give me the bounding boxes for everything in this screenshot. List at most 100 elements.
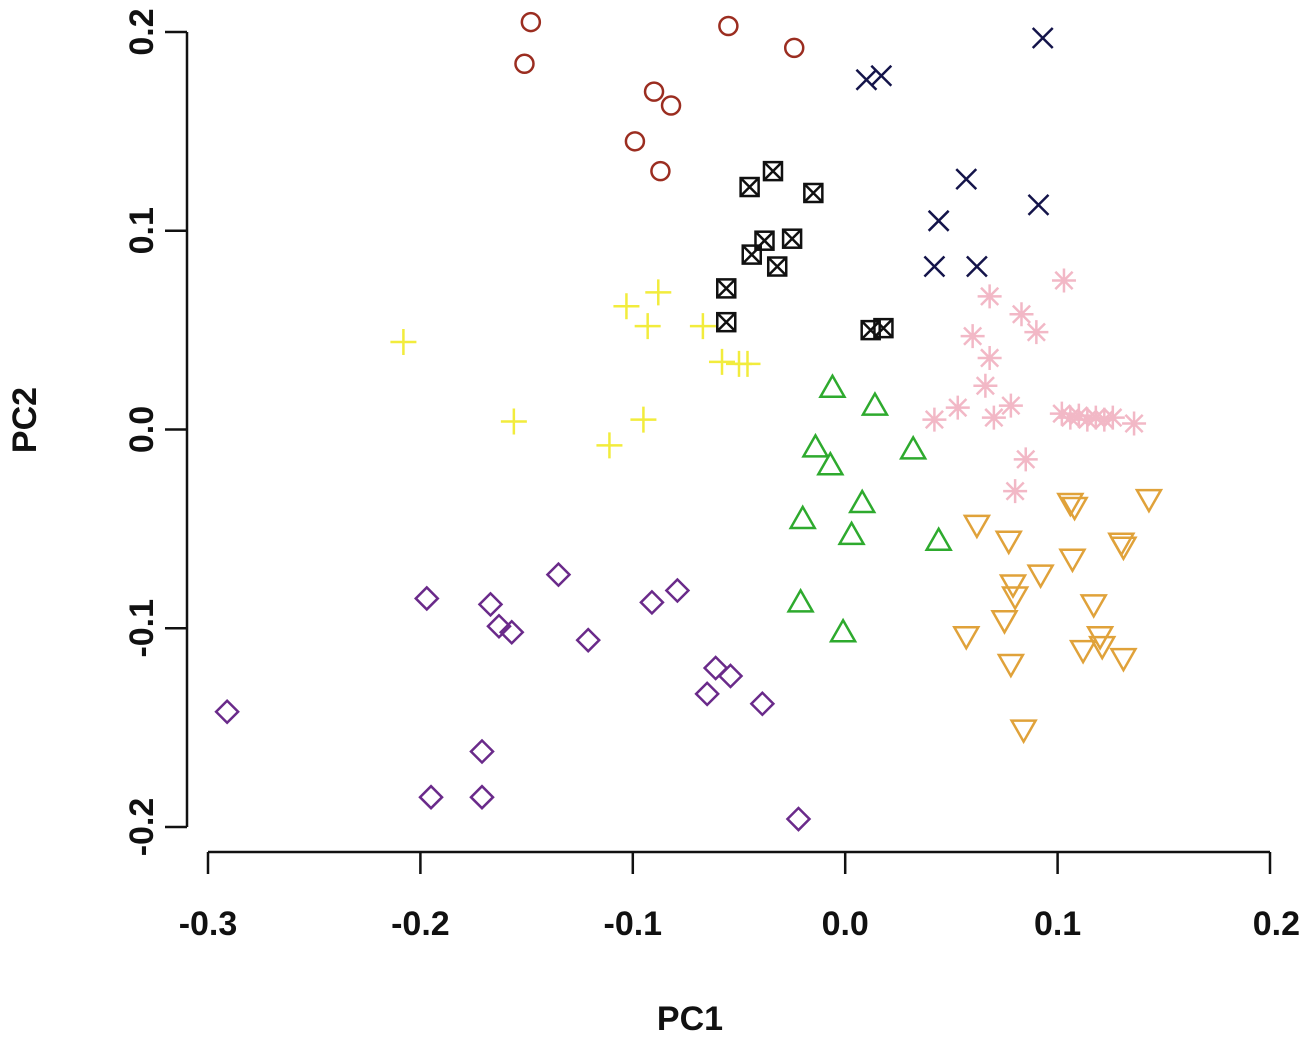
x-axis-label: PC1 [657, 1000, 723, 1038]
data-point [477, 591, 504, 618]
series-triangle-down [952, 488, 1164, 745]
data-point [1122, 411, 1147, 436]
data-point [1058, 548, 1087, 574]
data-point [575, 627, 601, 653]
series-boxx [716, 160, 894, 341]
data-point [214, 698, 240, 725]
data-point [1009, 719, 1038, 745]
data-point [966, 255, 988, 278]
data-point [899, 434, 928, 460]
data-point [1109, 647, 1138, 673]
data-point [1027, 194, 1050, 216]
data-point [1109, 536, 1138, 562]
data-point [1083, 405, 1108, 430]
data-points [214, 11, 1164, 832]
data-point [749, 691, 776, 717]
data-point [945, 395, 970, 420]
data-point [664, 577, 691, 604]
data-point [1009, 302, 1034, 327]
x-tick-label: 0.0 [822, 905, 869, 943]
y-axis: -0.2 -0.1 0.0 0.1 0.2 [123, 8, 189, 856]
x-tick-label: -0.3 [179, 905, 238, 943]
data-point [709, 348, 736, 375]
data-point [922, 407, 947, 432]
data-point [952, 625, 981, 651]
y-axis-label: PC2 [6, 387, 44, 453]
data-point [924, 526, 953, 552]
data-point [1031, 27, 1054, 49]
data-point [1060, 496, 1089, 522]
data-point [1066, 403, 1091, 428]
data-point [837, 520, 866, 546]
data-point [1026, 564, 1055, 590]
data-point [469, 784, 495, 810]
data-point [816, 450, 845, 476]
data-point [801, 432, 830, 458]
data-point [645, 279, 672, 306]
data-point [998, 574, 1028, 600]
data-point [650, 160, 671, 182]
data-point [762, 160, 784, 182]
y-tick-label: 0.1 [123, 207, 161, 254]
data-point [1056, 492, 1085, 518]
data-point [870, 64, 893, 87]
data-point [414, 585, 440, 612]
data-point [1079, 594, 1108, 619]
data-point [977, 345, 1002, 370]
data-point [803, 182, 824, 204]
data-point [783, 37, 805, 59]
data-point [923, 255, 946, 278]
data-point [786, 587, 815, 613]
data-point [660, 95, 682, 116]
data-point [981, 405, 1006, 430]
data-point [977, 284, 1002, 309]
series-triangle-up [786, 373, 953, 643]
data-point [1049, 401, 1074, 426]
data-point [643, 81, 665, 102]
data-point [1100, 405, 1125, 430]
data-point [848, 488, 877, 514]
data-point [1024, 320, 1049, 345]
data-point [766, 256, 788, 277]
data-point [500, 408, 527, 435]
data-point [718, 15, 739, 37]
data-point [498, 619, 525, 645]
data-point [1088, 635, 1117, 661]
data-point [418, 784, 444, 810]
x-tick-label: -0.2 [391, 905, 450, 943]
data-point [785, 806, 812, 832]
data-point [596, 432, 623, 459]
data-point [994, 530, 1023, 556]
data-point [486, 613, 512, 640]
data-point [639, 589, 665, 616]
data-point [1134, 488, 1164, 514]
data-point [973, 373, 998, 398]
data-point [520, 11, 542, 33]
data-point [860, 391, 890, 416]
data-point [927, 209, 950, 232]
data-point [788, 504, 817, 530]
y-tick-label: 0.0 [123, 406, 161, 453]
data-point [1092, 407, 1117, 432]
data-point [702, 655, 729, 681]
data-point [1058, 405, 1083, 430]
data-point [624, 131, 646, 152]
x-tick-label: 0.2 [1253, 905, 1300, 943]
y-tick-label: -0.1 [123, 599, 161, 658]
data-point [734, 350, 761, 377]
x-tick-label: 0.1 [1034, 905, 1081, 943]
data-point [996, 653, 1026, 679]
data-point [469, 738, 495, 765]
data-point [1013, 447, 1038, 472]
data-point [818, 373, 847, 399]
data-point [716, 278, 737, 299]
data-point [1000, 586, 1030, 611]
data-point [739, 176, 760, 198]
data-point [514, 53, 535, 75]
data-point [741, 244, 762, 265]
data-point [545, 561, 572, 588]
data-point [390, 329, 417, 356]
series-plus [390, 279, 761, 459]
data-point [855, 68, 878, 91]
data-point [962, 514, 992, 540]
